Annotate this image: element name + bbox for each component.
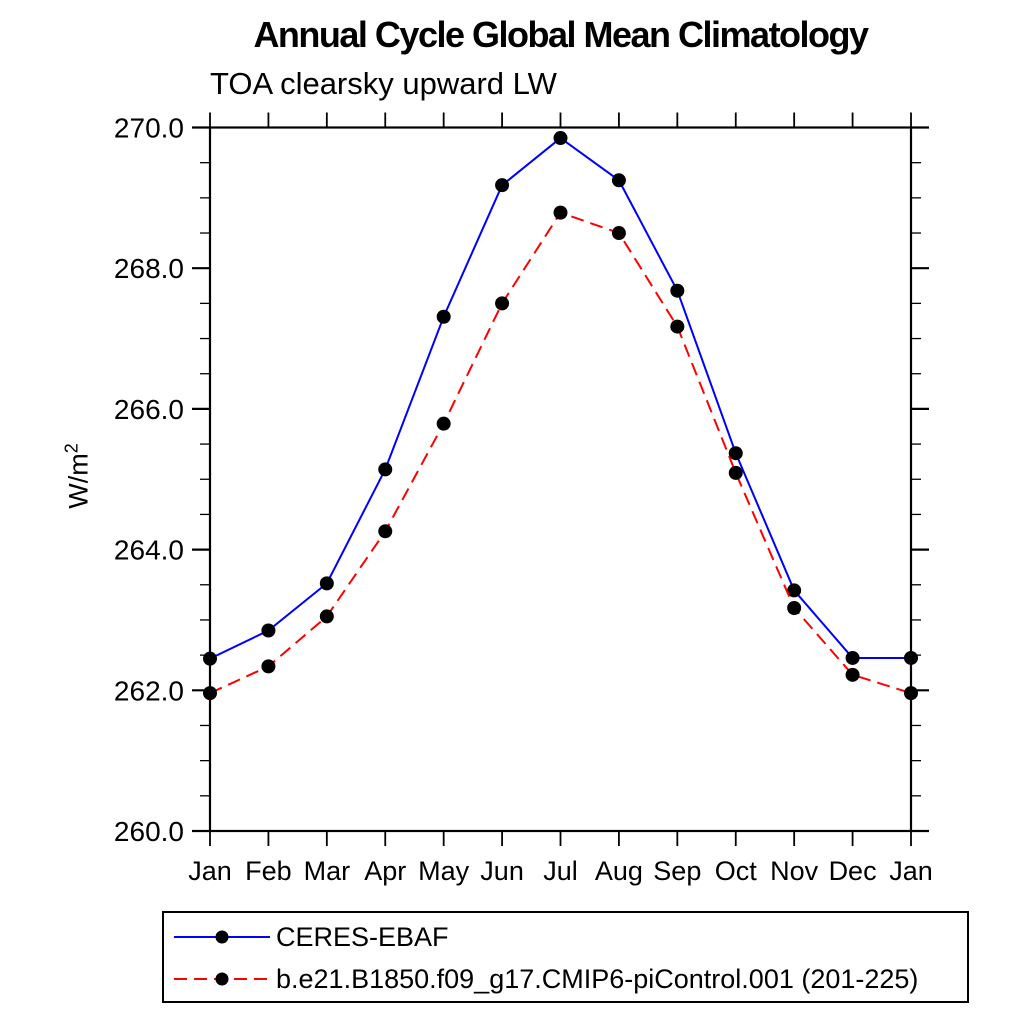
x-axis-tick-label: May (418, 856, 470, 886)
data-point-model (845, 667, 860, 682)
data-point-model (553, 205, 568, 220)
data-point-model (203, 686, 217, 701)
legend-sample-marker (215, 972, 229, 986)
x-axis-tick-label: Apr (364, 856, 406, 886)
legend-line-sample-model (174, 972, 270, 986)
x-axis-tick-label: Dec (829, 856, 877, 886)
data-point-obs (261, 623, 276, 638)
x-axis-tick-label: Jul (543, 856, 578, 886)
x-axis-tick-label: Aug (595, 856, 643, 886)
data-point-obs (378, 462, 393, 477)
legend-sample-marker (215, 930, 229, 944)
data-point-model (670, 319, 685, 334)
data-point-obs (670, 283, 685, 298)
data-point-obs (845, 650, 860, 665)
data-point-obs (553, 131, 568, 146)
x-axis-tick-label: Mar (304, 856, 351, 886)
legend-item-obs: CERES-EBAF (172, 922, 449, 952)
y-axis-tick-label: 260.0 (114, 816, 184, 847)
x-axis-tick-label: Feb (245, 856, 292, 886)
y-axis-tick-label: 264.0 (114, 535, 184, 566)
legend: CERES-EBAF b.e21.B1850.f09_g17.CMIP6-piC… (162, 911, 969, 1003)
data-point-obs (495, 178, 510, 193)
y-axis-tick-label: 270.0 (114, 113, 184, 144)
data-point-obs (436, 309, 451, 324)
x-axis-tick-label: Nov (770, 856, 819, 886)
axis-frame (208, 126, 913, 833)
data-point-model (787, 600, 802, 615)
data-point-model (378, 524, 393, 539)
data-point-model (611, 226, 626, 241)
chart-title: Annual Cycle Global Mean Climatology (253, 14, 869, 55)
data-point-obs (728, 446, 743, 461)
data-point-obs (203, 651, 217, 666)
chart-subtitle: TOA clearsky upward LW (210, 66, 557, 101)
x-axis-tick-label: Oct (715, 856, 758, 886)
legend-line-sample-obs (174, 930, 270, 944)
x-axis-tick-label: Jun (480, 856, 524, 886)
data-point-obs (611, 173, 626, 188)
data-point-obs (319, 576, 334, 591)
data-point-model (319, 609, 334, 624)
data-point-model (904, 686, 918, 701)
data-point-model (495, 296, 510, 311)
x-axis-tick-label: Sep (653, 856, 701, 886)
y-axis-tick-label: 268.0 (114, 253, 184, 284)
legend-label-obs: CERES-EBAF (276, 921, 449, 952)
data-point-obs (904, 650, 918, 665)
legend-item-model: b.e21.B1850.f09_g17.CMIP6-piControl.001 … (172, 964, 918, 994)
legend-label-model: b.e21.B1850.f09_g17.CMIP6-piControl.001 … (276, 963, 919, 994)
x-axis-tick-label: Jan (889, 856, 933, 886)
data-point-model (436, 416, 451, 431)
series-line-model (209, 211, 912, 695)
data-point-obs (787, 583, 802, 598)
y-axis-tick-label: 262.0 (114, 675, 184, 706)
data-point-model (728, 465, 743, 480)
data-point-model (261, 659, 276, 674)
y-axis-tick-label: 266.0 (114, 394, 184, 425)
x-axis-tick-label: Jan (188, 856, 232, 886)
